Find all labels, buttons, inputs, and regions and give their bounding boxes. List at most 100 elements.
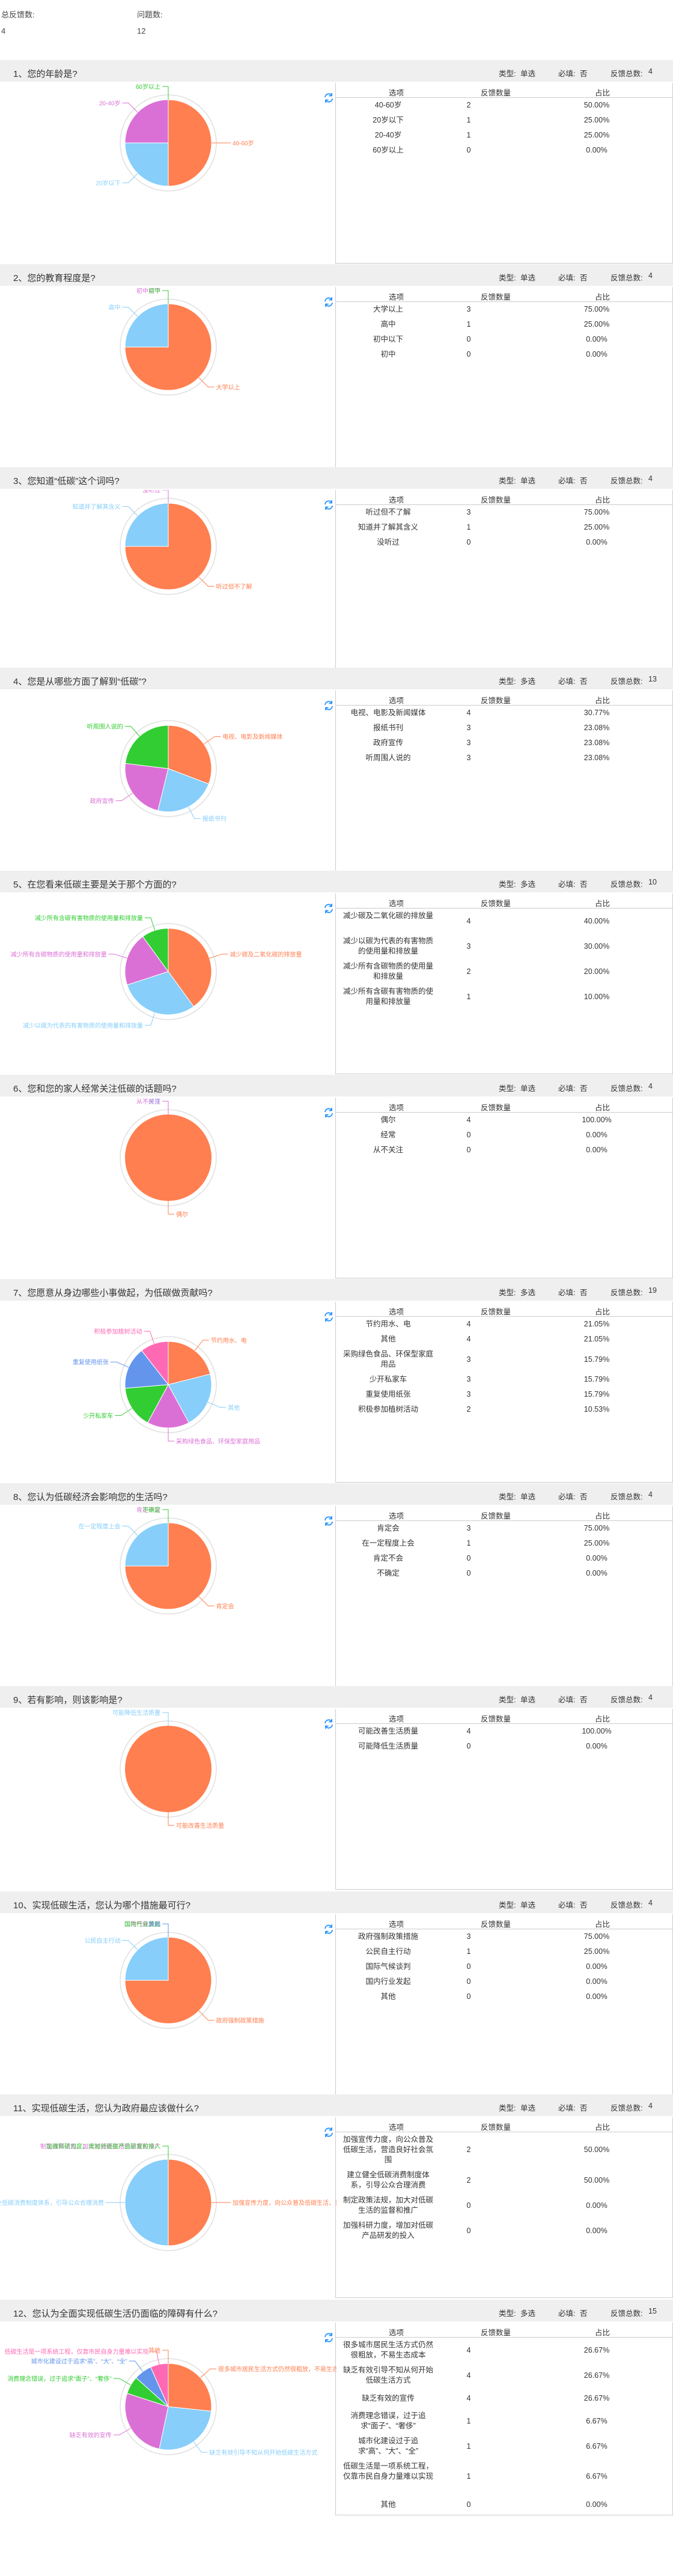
feedback-total-value: 10 (648, 878, 657, 886)
pie-label: 偶尔 (176, 1211, 188, 1218)
header-option: 选项 (389, 899, 404, 908)
type-label: 类型: (499, 677, 516, 686)
table-header: 选项 反馈数量 占比 (336, 691, 672, 706)
header-percent: 占比 (595, 496, 611, 504)
feedback-total-label: 反馈总数: (611, 2104, 643, 2112)
percent-cell: 0.00% (586, 1554, 608, 1562)
question-header: 9、若有影响，则该影响是? 类型: 单选 必填: 否 反馈总数: 4 (0, 1686, 673, 1708)
header-percent: 占比 (595, 1308, 611, 1316)
pie-label: 减少所有含碳物质的使用量和排放量 (11, 951, 107, 958)
refresh-icon[interactable] (323, 297, 334, 307)
feedback-total-label: 反馈总数: (611, 1901, 643, 1909)
percent-cell: 0.00% (586, 1742, 608, 1750)
pie-label-line (115, 793, 133, 801)
option-cell: 城市化建设过于追求“高”、“大”、“全” (358, 2437, 418, 2455)
required-value: 否 (580, 2309, 588, 2318)
required-label: 必填: (558, 70, 576, 78)
question-title: 9、若有影响，则该影响是? (13, 1695, 123, 1705)
feedback-total-value: 4 (648, 1899, 653, 1907)
pie-chart-svg: 听过但不了解 知道并了解其含义 没听过 (73, 486, 252, 595)
percent-cell: 25.00% (583, 320, 610, 328)
percent-cell: 10.53% (583, 1405, 610, 1413)
table-row: 从不关注 0 0.00% (336, 1143, 672, 1158)
pie-label: 可能降低生活质量 (112, 1709, 160, 1717)
pie-chart: 节约用水、电 其他 采购绿色食品、环保型家庭用品 少开私家车 重复使用纸张 积极参加植树活… (0, 1302, 336, 1482)
count-cell: 0 (466, 146, 471, 154)
table-row: 报纸书刊 3 23.08% (336, 721, 672, 736)
type-label: 类型: (499, 1493, 516, 1501)
pie-label-line (162, 1712, 169, 1726)
count-cell: 0 (466, 1131, 471, 1139)
required-value: 否 (580, 880, 588, 889)
option-cell: 制定政策法规，加大对低碳生活的监督和推广 (343, 2196, 434, 2215)
pie-slice (124, 725, 169, 769)
table-row: 建立健全低碳消费制度体系，引导公众合理消费 2 50.00% (336, 2168, 672, 2193)
count-cell: 3 (466, 1355, 471, 1364)
table-row: 公民自主行动 1 25.00% (336, 1944, 672, 1959)
option-cell: 很多城市居民生活方式仍然很粗放，不易生态成本 (343, 2341, 434, 2359)
count-cell: 4 (466, 1320, 471, 1328)
table-row: 减少所有含碳有害物质的使用量和排放量 1 10.00% (336, 984, 672, 1009)
refresh-icon[interactable] (323, 2127, 334, 2138)
option-cell: 政府宣传 (373, 739, 403, 747)
feedback-total-label: 反馈总数: (611, 880, 643, 889)
header-percent: 占比 (595, 1512, 611, 1520)
refresh-icon[interactable] (323, 1924, 334, 1935)
header-count: 反馈数量 (481, 1920, 511, 1929)
refresh-icon[interactable] (323, 700, 334, 711)
refresh-icon[interactable] (323, 1719, 334, 1729)
option-cell: 缺乏有效引导不知从何开始低碳生活方式 (343, 2366, 434, 2384)
refresh-icon[interactable] (323, 1107, 334, 1118)
pie-slice (124, 1350, 169, 1389)
table-header: 选项 反馈数量 占比 (336, 490, 672, 505)
refresh-icon[interactable] (323, 1516, 334, 1526)
count-cell: 1 (466, 2472, 471, 2481)
question-header: 1、您的年龄是? 类型: 单选 必填: 否 反馈总数: 4 (0, 60, 673, 82)
table-row: 大学以上 3 75.00% (336, 302, 672, 317)
pie-label: 缺乏有效的宣传 (70, 2431, 112, 2439)
type-label: 类型: (499, 1901, 516, 1909)
header-percent: 占比 (595, 1104, 611, 1112)
count-cell: 2 (466, 2145, 471, 2154)
count-cell: 1 (466, 2416, 471, 2425)
pie-slice (126, 971, 195, 1015)
question-header: 6、您和您的家人经常关注低碳的话题吗? 类型: 单选 必填: 否 反馈总数: 4 (0, 1075, 673, 1096)
question-header: 3、您知道“低碳”这个词吗? 类型: 单选 必填: 否 反馈总数: 4 (0, 467, 673, 489)
count-cell: 3 (466, 305, 471, 313)
pie-slice (124, 1522, 169, 1567)
refresh-icon[interactable] (323, 92, 334, 103)
count-cell: 0 (466, 1742, 471, 1750)
percent-cell: 6.67% (586, 2441, 608, 2451)
pie-label-line (122, 173, 138, 183)
refresh-icon[interactable] (323, 2332, 334, 2343)
table-filler (336, 1754, 672, 1889)
results-table: 选项 反馈数量 占比 节约用水、电 4 21.05% 其他 4 21.05% 采购绿色食品、环保型… (335, 1302, 673, 1483)
option-cell: 节约用水、电 (365, 1320, 411, 1328)
table-row: 电视、电影及新闻媒体 4 30.77% (336, 706, 672, 721)
feedback-total-label: 反馈总数: (611, 1084, 643, 1093)
pie-label-line (162, 1101, 169, 1114)
option-cell: 大学以上 (373, 305, 403, 313)
pie-slice (124, 763, 169, 811)
required-value: 否 (580, 1289, 588, 1297)
refresh-icon[interactable] (323, 903, 334, 914)
required-value: 否 (580, 477, 588, 485)
question-title: 4、您是从哪些方面了解到“低碳”? (13, 677, 147, 687)
pie-label: 40-60岁 (233, 139, 254, 147)
option-cell: 在一定程度上会 (362, 1539, 415, 1547)
option-cell: 肯定不会 (373, 1554, 403, 1562)
pie-label-line (144, 1331, 155, 1344)
refresh-icon[interactable] (323, 1311, 334, 1322)
option-cell: 报纸书刊 (373, 724, 403, 732)
refresh-icon[interactable] (323, 500, 334, 510)
count-cell: 0 (466, 1554, 471, 1562)
pie-label: 消费理念错误，过于追求“面子”、“奢侈” (7, 2375, 111, 2383)
percent-cell: 50.00% (583, 2145, 610, 2154)
percent-cell: 30.77% (583, 709, 610, 717)
pie-label-line (162, 2350, 169, 2363)
header-percent: 占比 (595, 293, 611, 301)
pie-label-line (113, 2378, 131, 2386)
required-label: 必填: (558, 2309, 576, 2318)
